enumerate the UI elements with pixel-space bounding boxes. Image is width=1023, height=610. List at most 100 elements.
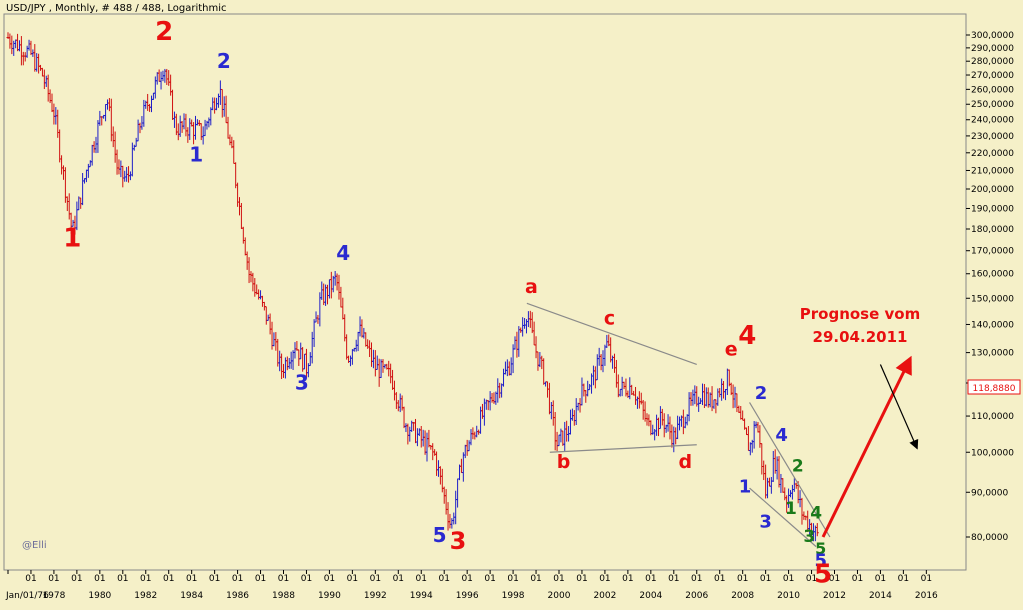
x-month-label: 01 [852,574,863,584]
wave-label: a [525,276,538,298]
x-month-label: 01 [760,574,771,584]
y-tick-label: 150,0000 [971,294,1014,304]
wave-label: 1 [785,499,797,519]
y-tick-label: 200,0000 [971,185,1014,195]
last-price-label: 118,8880 [973,384,1016,394]
x-month-label: 01 [163,574,174,584]
y-tick-label: 270,0000 [971,71,1014,81]
x-month-label: 01 [370,574,381,584]
trend-lines [526,302,919,548]
y-tick-label: 290,0000 [971,44,1014,54]
wave-label: c [604,307,615,329]
y-tick-label: 140,0000 [971,320,1014,330]
wave-label: 4 [738,321,756,351]
triangle-line [549,444,697,453]
wave-label: 3 [450,527,467,555]
x-month-label: 01 [117,574,128,584]
wave-label: 1 [739,476,752,497]
x-month-label: 01 [94,574,105,584]
x-year-label: 1996 [456,591,479,601]
x-month-label: 01 [921,574,932,584]
chart-title: USD/JPY , Monthly, # 488 / 488, Logarith… [6,3,227,14]
x-month-label: 01 [140,574,151,584]
channel-line [749,487,817,548]
x-month-label: 01 [71,574,82,584]
x-month-label: 01 [278,574,289,584]
x-month-label: 01 [737,574,748,584]
x-year-label: 1978 [42,591,65,601]
x-month-label: 01 [25,574,36,584]
x-year-label: 1992 [364,591,387,601]
y-tick-label: 110,0000 [971,412,1014,422]
x-month-label: 01 [48,574,59,584]
plot-area [3,13,967,571]
wave-label: e [725,339,738,361]
wave-label: 4 [775,425,788,446]
x-month-label: 01 [622,574,633,584]
x-month-label: 01 [255,574,266,584]
x-month-label: 01 [783,574,794,584]
x-year-label: 2006 [685,591,708,601]
x-year-label: 1990 [318,591,341,601]
wave-label: 3 [803,527,815,547]
x-year-label: 2008 [731,591,754,601]
y-tick-label: 250,0000 [971,100,1014,110]
x-month-label: 01 [530,574,541,584]
wave-label: 3 [759,512,772,533]
wave-label: d [678,451,692,473]
y-tick-label: 210,0000 [971,166,1014,176]
watermark: @Elli [22,540,47,551]
wave-label: 5 [814,551,827,572]
x-year-label: 2010 [777,591,800,601]
x-month-label: 01 [553,574,564,584]
x-year-label: 2016 [915,591,938,601]
x-year-label: 1986 [226,591,249,601]
forecast-arrow [821,355,912,538]
x-month-label: 01 [645,574,656,584]
x-year-label: 1984 [180,591,203,601]
y-tick-label: 100,0000 [971,448,1014,458]
x-month-label: 01 [393,574,404,584]
y-tick-label: 90,0000 [971,488,1008,498]
wave-label: 1 [189,143,203,167]
x-start-label: Jan/01/76 [5,591,49,601]
x-month-label: 01 [186,574,197,584]
x-year-label: 2014 [869,591,892,601]
price-bars [6,32,819,542]
x-month-label: 01 [576,574,587,584]
y-tick-label: 260,0000 [971,85,1014,95]
y-tick-label: 130,0000 [971,349,1014,359]
triangle-line [526,302,697,366]
y-axis: 300,0000 290,0000 280,0000 270,0000 260,0000… [966,31,1014,543]
y-tick-label: 240,0000 [971,116,1014,126]
x-month-label: 01 [324,574,335,584]
x-month-label: 01 [507,574,518,584]
x-month-label: 01 [232,574,243,584]
x-month-label: 01 [829,574,840,584]
x-year-label: 1994 [410,591,433,601]
wave-label: 3 [295,370,309,394]
wave-label: 2 [792,457,804,477]
x-year-label: 1998 [502,591,525,601]
y-tick-label: 300,0000 [971,31,1014,41]
y-tick-label: 170,0000 [971,247,1014,257]
x-month-label: 01 [806,574,817,584]
x-month-label: 01 [875,574,886,584]
x-month-label: 01 [599,574,610,584]
x-year-label: 1980 [88,591,111,601]
x-month-label: 01 [668,574,679,584]
wave-label: 2 [217,49,231,73]
x-month-label: 01 [714,574,725,584]
wave-label: 5 [814,559,832,589]
x-month-label: 01 [898,574,909,584]
x-month-label: 01 [209,574,220,584]
y-tick-label: 220,0000 [971,149,1014,159]
channel-line [749,402,831,538]
x-year-label: 1988 [272,591,295,601]
forecast-label-line1: Prognose vom [800,305,920,323]
x-year-label: 2012 [823,591,846,601]
y-tick-label: 80,0000 [971,533,1008,543]
x-month-label: 01 [416,574,427,584]
y-tick-label: 190,0000 [971,204,1014,214]
